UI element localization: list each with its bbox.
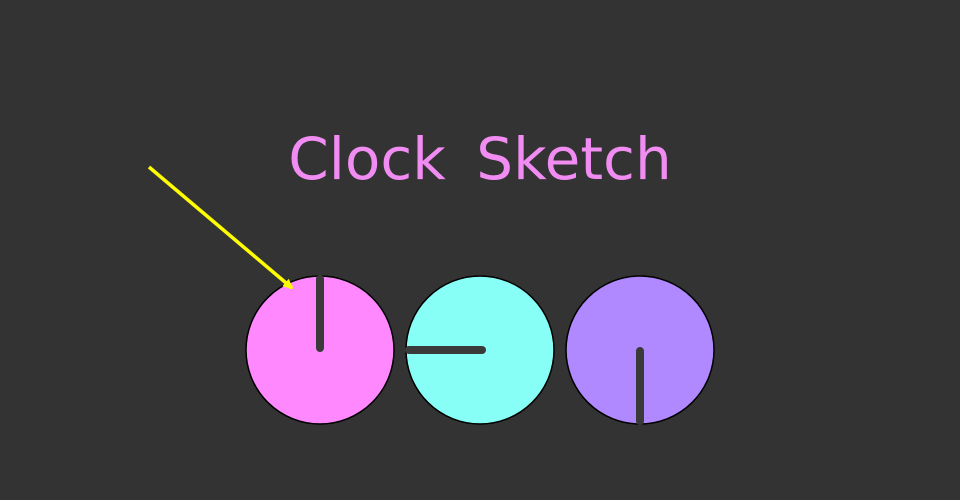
clock-pink (245, 275, 395, 425)
arrow-icon (147, 165, 294, 290)
page-title: Clock Sketch (288, 125, 672, 193)
clock-cyan (405, 275, 555, 425)
clock-purple (565, 275, 715, 425)
